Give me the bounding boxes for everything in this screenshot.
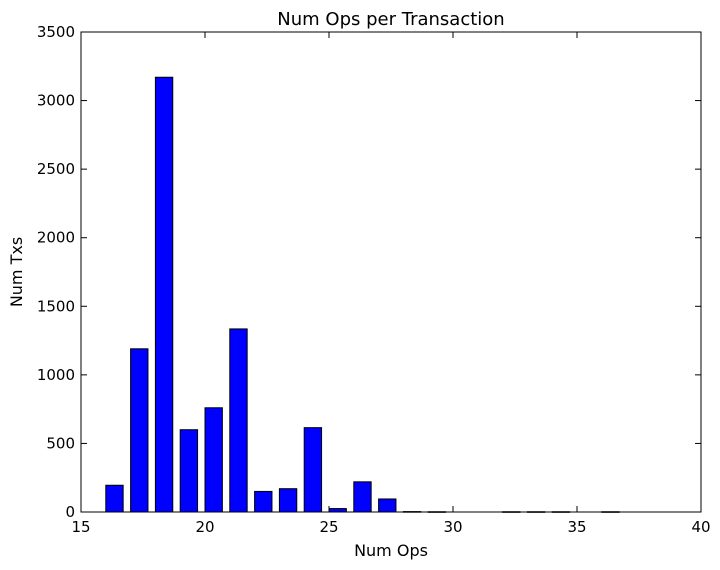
y-tick-label: 2500 [37, 160, 75, 178]
bar-18 [154, 76, 174, 513]
chart-title: Num Ops per Transaction [277, 9, 504, 30]
x-tick-label: 15 [71, 518, 90, 536]
y-tick-label: 2000 [37, 229, 75, 247]
y-tick-label: 0 [65, 503, 75, 521]
x-axis-label: Num Ops [354, 541, 428, 560]
bar-27 [378, 498, 397, 513]
x-tick-label: 25 [319, 518, 338, 536]
bar-17 [130, 348, 149, 513]
plot-frame [80, 31, 702, 513]
x-tick-label: 20 [195, 518, 214, 536]
bar-19 [179, 429, 199, 513]
bar-20 [204, 407, 223, 513]
bar-22 [254, 490, 273, 513]
bar-26 [353, 481, 372, 513]
bar-series [105, 76, 620, 513]
x-tick-label: 30 [443, 518, 462, 536]
y-tick-label: 3500 [37, 23, 75, 41]
bar-24 [303, 427, 323, 513]
x-axis-ticks: 15 20 25 30 35 40 [71, 32, 711, 536]
bar-25 [328, 508, 347, 513]
bar-16 [105, 484, 124, 513]
y-tick-label: 1000 [37, 366, 75, 384]
y-tick-label: 1500 [37, 297, 75, 315]
bar-21 [229, 328, 248, 513]
y-tick-label: 500 [46, 434, 75, 452]
y-tick-label: 3000 [37, 92, 75, 110]
bar-23 [278, 488, 298, 513]
y-axis-label: Num Txs [7, 237, 26, 307]
x-tick-label: 40 [691, 518, 710, 536]
x-tick-label: 35 [567, 518, 586, 536]
y-axis-ticks: 0 500 1000 1500 2000 2500 3000 3500 [37, 23, 701, 521]
